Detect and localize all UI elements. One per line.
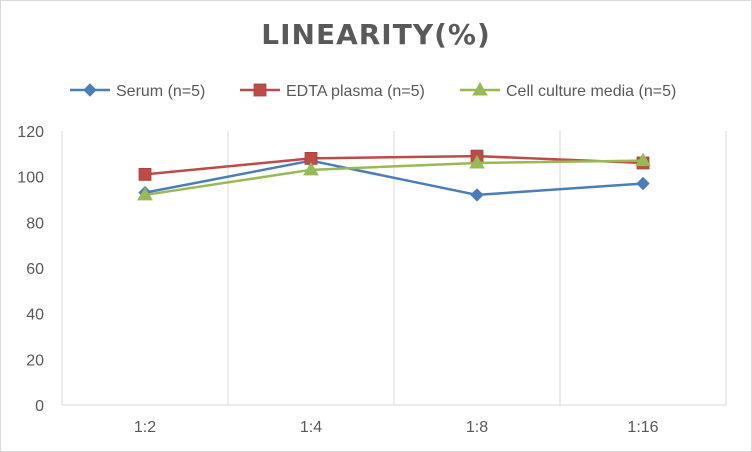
data-point [137, 186, 153, 201]
series-line [144, 159, 644, 197]
series-layer [137, 149, 651, 202]
x-tick-label: 1:16 [627, 419, 658, 436]
chart-title: LINEARITY(%) [261, 18, 491, 51]
x-tick-label: 1:4 [300, 419, 322, 436]
y-tick-label: 100 [17, 170, 44, 187]
data-point [470, 188, 484, 202]
y-tick-label: 20 [26, 352, 44, 369]
y-tick-label: 0 [35, 398, 44, 415]
y-tick-label: 80 [26, 215, 44, 232]
x-tick-label: 1:2 [134, 419, 156, 436]
series-3 [137, 152, 651, 201]
legend-marker [472, 82, 488, 96]
data-point [138, 167, 152, 181]
legend-label: EDTA plasma (n=5) [286, 83, 425, 100]
legend: Serum (n=5) EDTA plasma (n=5) Cell culture… [70, 82, 676, 100]
y-tick-label: 60 [26, 261, 44, 278]
legend-item: Serum (n=5) [70, 83, 205, 100]
series-2 [138, 149, 650, 181]
data-point [303, 161, 319, 176]
y-tick-label: 40 [26, 307, 44, 324]
legend-label: Cell culture media (n=5) [506, 83, 676, 100]
axes: 0 20 40 60 80 100 120 1:2 1:4 1:8 1:16 [17, 124, 726, 436]
data-point [635, 152, 651, 167]
series-line [144, 159, 644, 197]
data-point [469, 154, 485, 169]
legend-item: Cell culture media (n=5) [460, 82, 676, 100]
series-line [144, 154, 644, 176]
legend-item: EDTA plasma (n=5) [240, 83, 425, 100]
legend-marker [83, 83, 97, 97]
y-tick-label: 120 [17, 124, 44, 141]
legend-marker [253, 83, 267, 97]
legend-label: Serum (n=5) [116, 83, 205, 100]
x-tick-label: 1:8 [466, 419, 488, 436]
data-point [636, 176, 650, 191]
